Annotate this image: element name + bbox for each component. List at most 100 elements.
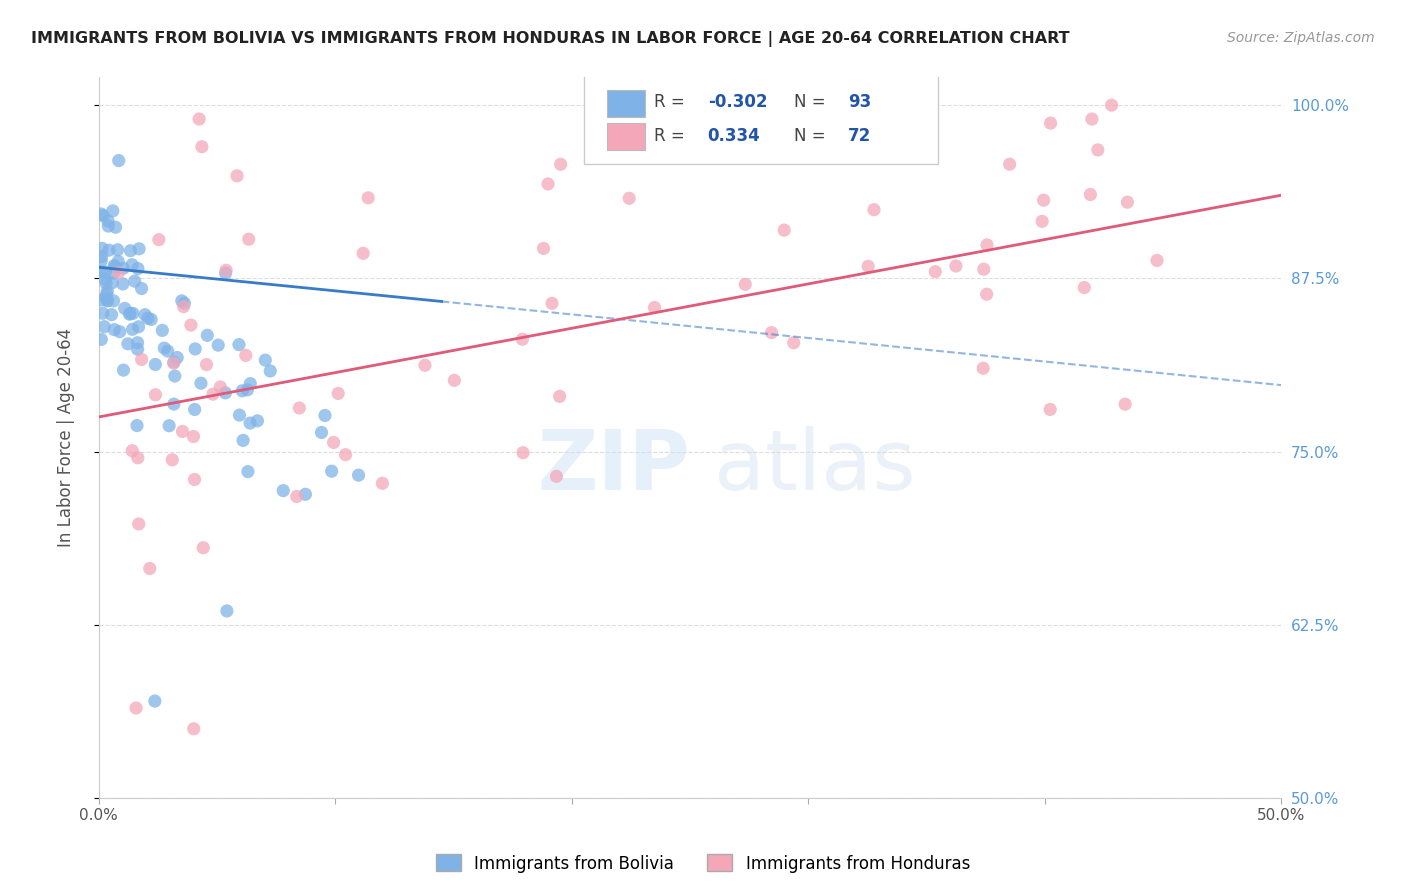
Point xyxy=(512,446,534,460)
Point xyxy=(195,358,218,372)
Point xyxy=(107,243,129,257)
Point xyxy=(335,448,357,462)
Point xyxy=(104,220,127,235)
Point xyxy=(548,389,571,403)
Point xyxy=(180,318,202,332)
Point xyxy=(1039,116,1062,130)
Point xyxy=(97,243,120,257)
Point xyxy=(235,348,257,362)
Point xyxy=(311,425,333,440)
Text: N =: N = xyxy=(794,94,831,112)
Point xyxy=(121,322,143,336)
Point xyxy=(173,296,195,310)
Point xyxy=(90,293,112,307)
Point xyxy=(131,281,153,295)
Point xyxy=(1031,214,1053,228)
Point xyxy=(91,241,114,255)
Point xyxy=(347,468,370,483)
Point xyxy=(215,263,238,277)
Point xyxy=(863,202,886,217)
Text: R =: R = xyxy=(654,127,696,145)
Point xyxy=(254,353,277,368)
Point xyxy=(128,319,150,334)
Point xyxy=(143,358,166,372)
Point xyxy=(191,139,214,153)
Point xyxy=(232,434,254,448)
Point xyxy=(271,483,294,498)
Point xyxy=(183,473,205,487)
Point xyxy=(162,452,184,467)
Point xyxy=(976,287,998,301)
Point xyxy=(231,384,253,398)
Point xyxy=(188,112,211,126)
Point xyxy=(238,232,260,246)
Point xyxy=(97,219,120,233)
Point xyxy=(131,352,153,367)
Point xyxy=(91,306,114,320)
Point xyxy=(139,561,162,575)
Point xyxy=(868,98,890,112)
Point xyxy=(228,337,250,351)
Point xyxy=(127,335,149,350)
Point xyxy=(184,342,207,356)
Point xyxy=(541,296,564,310)
Point xyxy=(228,408,250,422)
Text: R =: R = xyxy=(654,94,690,112)
Point xyxy=(371,476,394,491)
Point xyxy=(236,465,259,479)
Point xyxy=(773,223,796,237)
Point xyxy=(1087,143,1109,157)
Point xyxy=(1032,193,1054,207)
Point xyxy=(288,401,311,415)
Point xyxy=(90,207,112,221)
Point xyxy=(170,293,193,308)
Point xyxy=(112,363,135,377)
Point xyxy=(121,443,143,458)
Point xyxy=(246,414,269,428)
Point xyxy=(163,369,186,384)
Point xyxy=(644,301,666,315)
Point xyxy=(96,284,118,298)
Point xyxy=(93,319,115,334)
Point xyxy=(148,233,170,247)
Point xyxy=(118,307,141,321)
Point xyxy=(1073,280,1095,294)
Point xyxy=(96,293,118,308)
Point xyxy=(101,276,124,290)
Point xyxy=(1039,402,1062,417)
Point xyxy=(294,487,316,501)
Point xyxy=(537,177,560,191)
Point xyxy=(163,355,186,369)
Point xyxy=(285,490,308,504)
Point xyxy=(226,169,249,183)
Point xyxy=(357,191,380,205)
Point xyxy=(783,335,806,350)
Point xyxy=(100,308,122,322)
Legend: Immigrants from Bolivia, Immigrants from Honduras: Immigrants from Bolivia, Immigrants from… xyxy=(429,847,977,880)
Point xyxy=(183,722,205,736)
Point xyxy=(103,259,125,273)
Point xyxy=(173,300,195,314)
Point xyxy=(239,376,262,391)
Point xyxy=(94,265,117,279)
Point xyxy=(143,694,166,708)
Point xyxy=(183,402,205,417)
Point xyxy=(328,386,350,401)
Point xyxy=(172,425,194,439)
Point xyxy=(134,308,156,322)
Point xyxy=(533,241,555,255)
Point xyxy=(195,328,218,343)
Point xyxy=(236,383,259,397)
Point xyxy=(761,326,783,340)
Point xyxy=(163,397,186,411)
Point xyxy=(259,364,281,378)
Point xyxy=(897,119,920,133)
Text: N =: N = xyxy=(794,127,831,145)
Point xyxy=(107,254,129,268)
Point xyxy=(1116,195,1139,210)
Point xyxy=(190,376,212,391)
Point xyxy=(546,469,568,483)
Point xyxy=(214,385,236,400)
Point xyxy=(128,242,150,256)
Point xyxy=(314,409,336,423)
